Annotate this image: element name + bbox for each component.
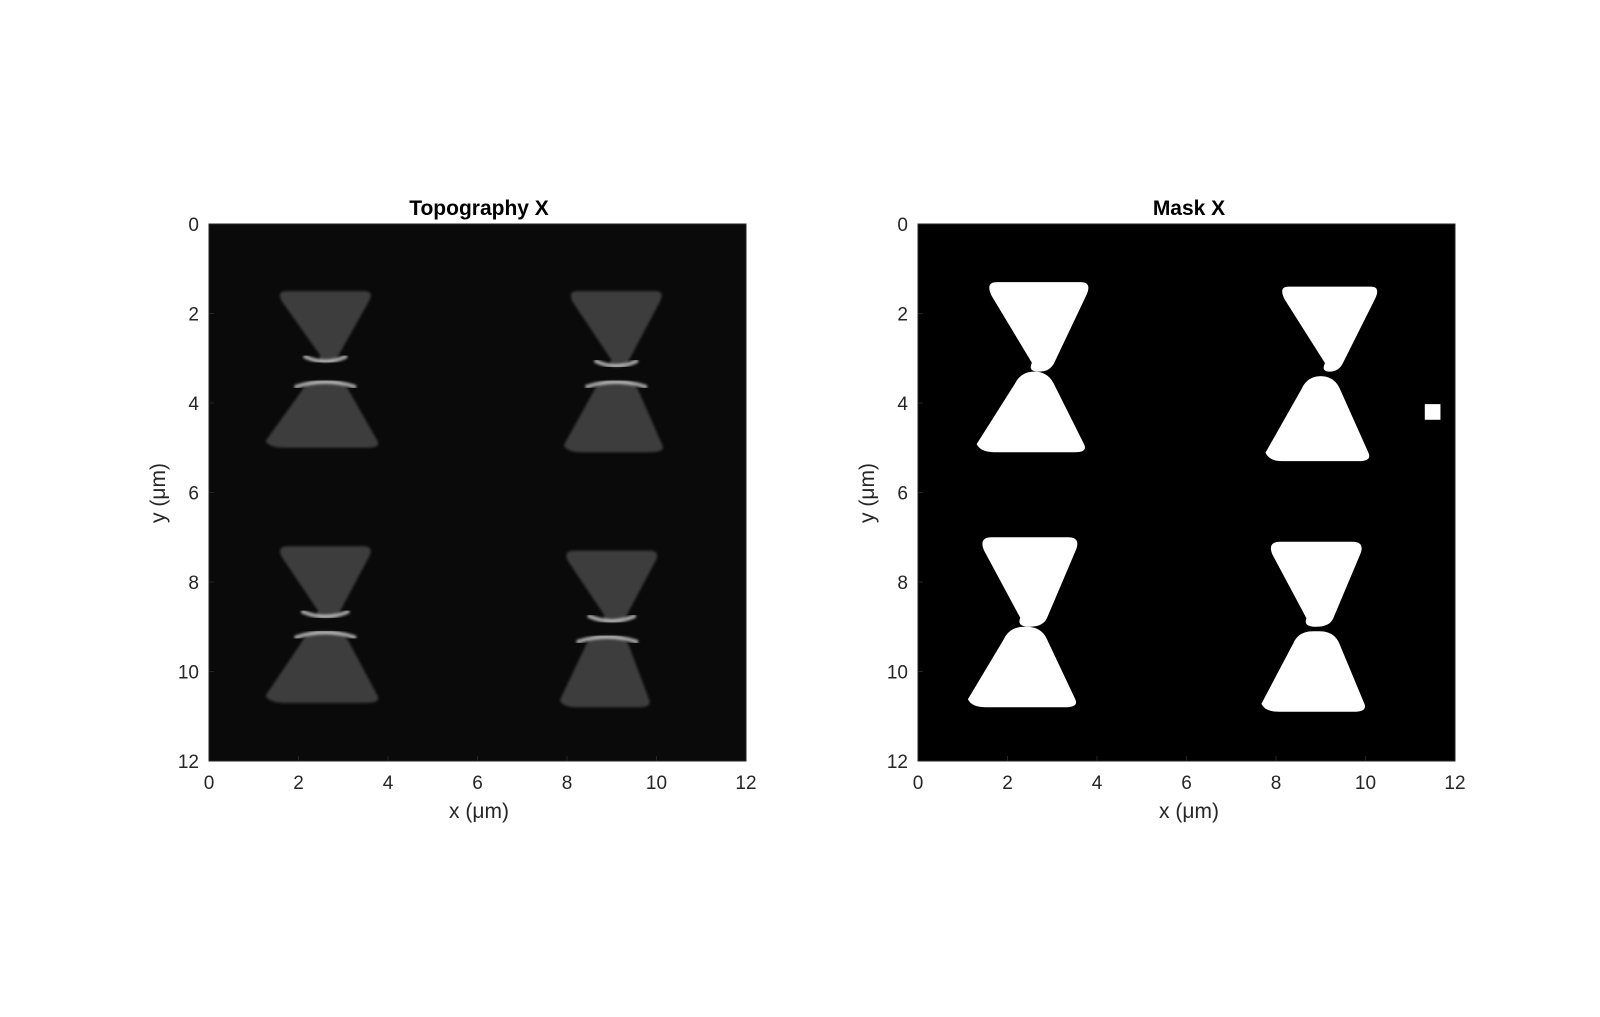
mask-y-tick-label: 4 xyxy=(897,394,908,415)
topography-particle-lower-lobe xyxy=(265,380,379,448)
mask-x-tick-label: 8 xyxy=(1271,773,1282,794)
topography-y-tick-label: 10 xyxy=(178,663,199,684)
mask-y-tick-label: 8 xyxy=(897,573,908,594)
mask-particle-upper-lobe xyxy=(1270,541,1362,627)
mask-x-tick-label: 4 xyxy=(1092,773,1103,794)
mask-y-tick-label: 6 xyxy=(897,484,908,505)
mask-mask-speck xyxy=(1424,404,1441,420)
mask-particle xyxy=(1265,286,1378,462)
topography-title: Topography X xyxy=(409,197,549,220)
mask-y-tick-label: 0 xyxy=(897,215,908,236)
mask-x-tick-label: 0 xyxy=(913,773,924,794)
mask-particle xyxy=(967,537,1078,708)
topography-y-ticks: 0 2 4 6 8 10 12 xyxy=(178,215,214,773)
topography-y-tick-label: 4 xyxy=(188,394,199,415)
topography-particle-gap-highlight xyxy=(294,379,357,389)
topography-x-ticks: 0 2 4 6 8 10 12 xyxy=(204,756,757,794)
topography-particle-gap-highlight xyxy=(294,630,357,640)
topography-particle-gap-highlight xyxy=(585,379,648,389)
topography-particle-upper-lobe xyxy=(566,550,658,623)
mask-particle xyxy=(976,282,1089,453)
topography-x-tick-label: 10 xyxy=(646,773,667,794)
mask-y-tick-label: 2 xyxy=(897,305,908,326)
topography-x-tick-label: 0 xyxy=(204,773,215,794)
mask-plot-area xyxy=(917,223,1456,762)
mask-y-ticks: 0 2 4 6 8 10 12 xyxy=(887,215,923,773)
mask-title: Mask X xyxy=(1153,197,1225,220)
topography-x-tick-label: 4 xyxy=(383,773,394,794)
topography-plot-area xyxy=(208,223,747,762)
mask-particle-upper-lobe xyxy=(989,282,1089,372)
mask-x-tick-label: 2 xyxy=(1002,773,1013,794)
mask-y-tick-label: 12 xyxy=(887,752,908,773)
topography-x-tick-label: 2 xyxy=(293,773,304,794)
topography-particle xyxy=(265,291,379,448)
mask-x-tick-label: 10 xyxy=(1355,773,1376,794)
topography-x-tick-label: 12 xyxy=(735,773,756,794)
topography-particle xyxy=(265,546,379,703)
topography-particle xyxy=(563,291,663,453)
mask-x-tick-label: 12 xyxy=(1444,773,1465,794)
mask-particle-upper-lobe xyxy=(1282,286,1378,372)
mask-particle-lower-lobe xyxy=(976,371,1085,453)
topography-particle-upper-lobe xyxy=(279,546,371,618)
topography-y-tick-label: 2 xyxy=(188,305,199,326)
mask-y-axis-label: y (μm) xyxy=(856,463,879,523)
mask-particle-lower-lobe xyxy=(1261,631,1366,712)
topography-particle-gap-highlight xyxy=(594,359,639,368)
topography-particle-lower-lobe xyxy=(563,380,663,453)
mask-particle xyxy=(1261,541,1366,712)
topography-particle-upper-lobe xyxy=(570,291,662,368)
topography-y-axis-label: y (μm) xyxy=(147,463,170,523)
mask-particle-upper-lobe xyxy=(982,537,1078,627)
mask-x-tick-label: 6 xyxy=(1181,773,1192,794)
topography-y-tick-label: 0 xyxy=(188,215,199,236)
topography-x-tick-label: 8 xyxy=(562,773,573,794)
mask-x-axis-label: x (μm) xyxy=(1159,800,1219,823)
mask-particle-lower-lobe xyxy=(1265,376,1370,462)
topography-particle-gap-highlight xyxy=(300,609,350,619)
mask-panel: Mask X 0 2 4 6 8 10 12 0 2 4 6 8 10 12 x (μm) y (μm) xyxy=(856,197,1466,823)
mask-particle-lower-lobe xyxy=(967,626,1077,708)
topography-particle xyxy=(559,550,658,708)
topography-particle-lower-lobe xyxy=(265,631,379,703)
topography-y-tick-label: 8 xyxy=(188,573,199,594)
topography-particle-gap-highlight xyxy=(303,354,348,364)
topography-x-axis-label: x (μm) xyxy=(449,800,509,823)
topography-y-tick-label: 12 xyxy=(178,752,199,773)
topography-particle-gap-highlight xyxy=(587,614,637,624)
topography-y-tick-label: 6 xyxy=(188,484,199,505)
mask-y-tick-label: 10 xyxy=(887,663,908,684)
mask-x-ticks: 0 2 4 6 8 10 12 xyxy=(913,756,1466,794)
topography-particle-gap-highlight xyxy=(576,634,639,644)
topography-particle-upper-lobe xyxy=(279,291,371,363)
topography-particle-lower-lobe xyxy=(559,635,650,708)
topography-x-tick-label: 6 xyxy=(472,773,483,794)
